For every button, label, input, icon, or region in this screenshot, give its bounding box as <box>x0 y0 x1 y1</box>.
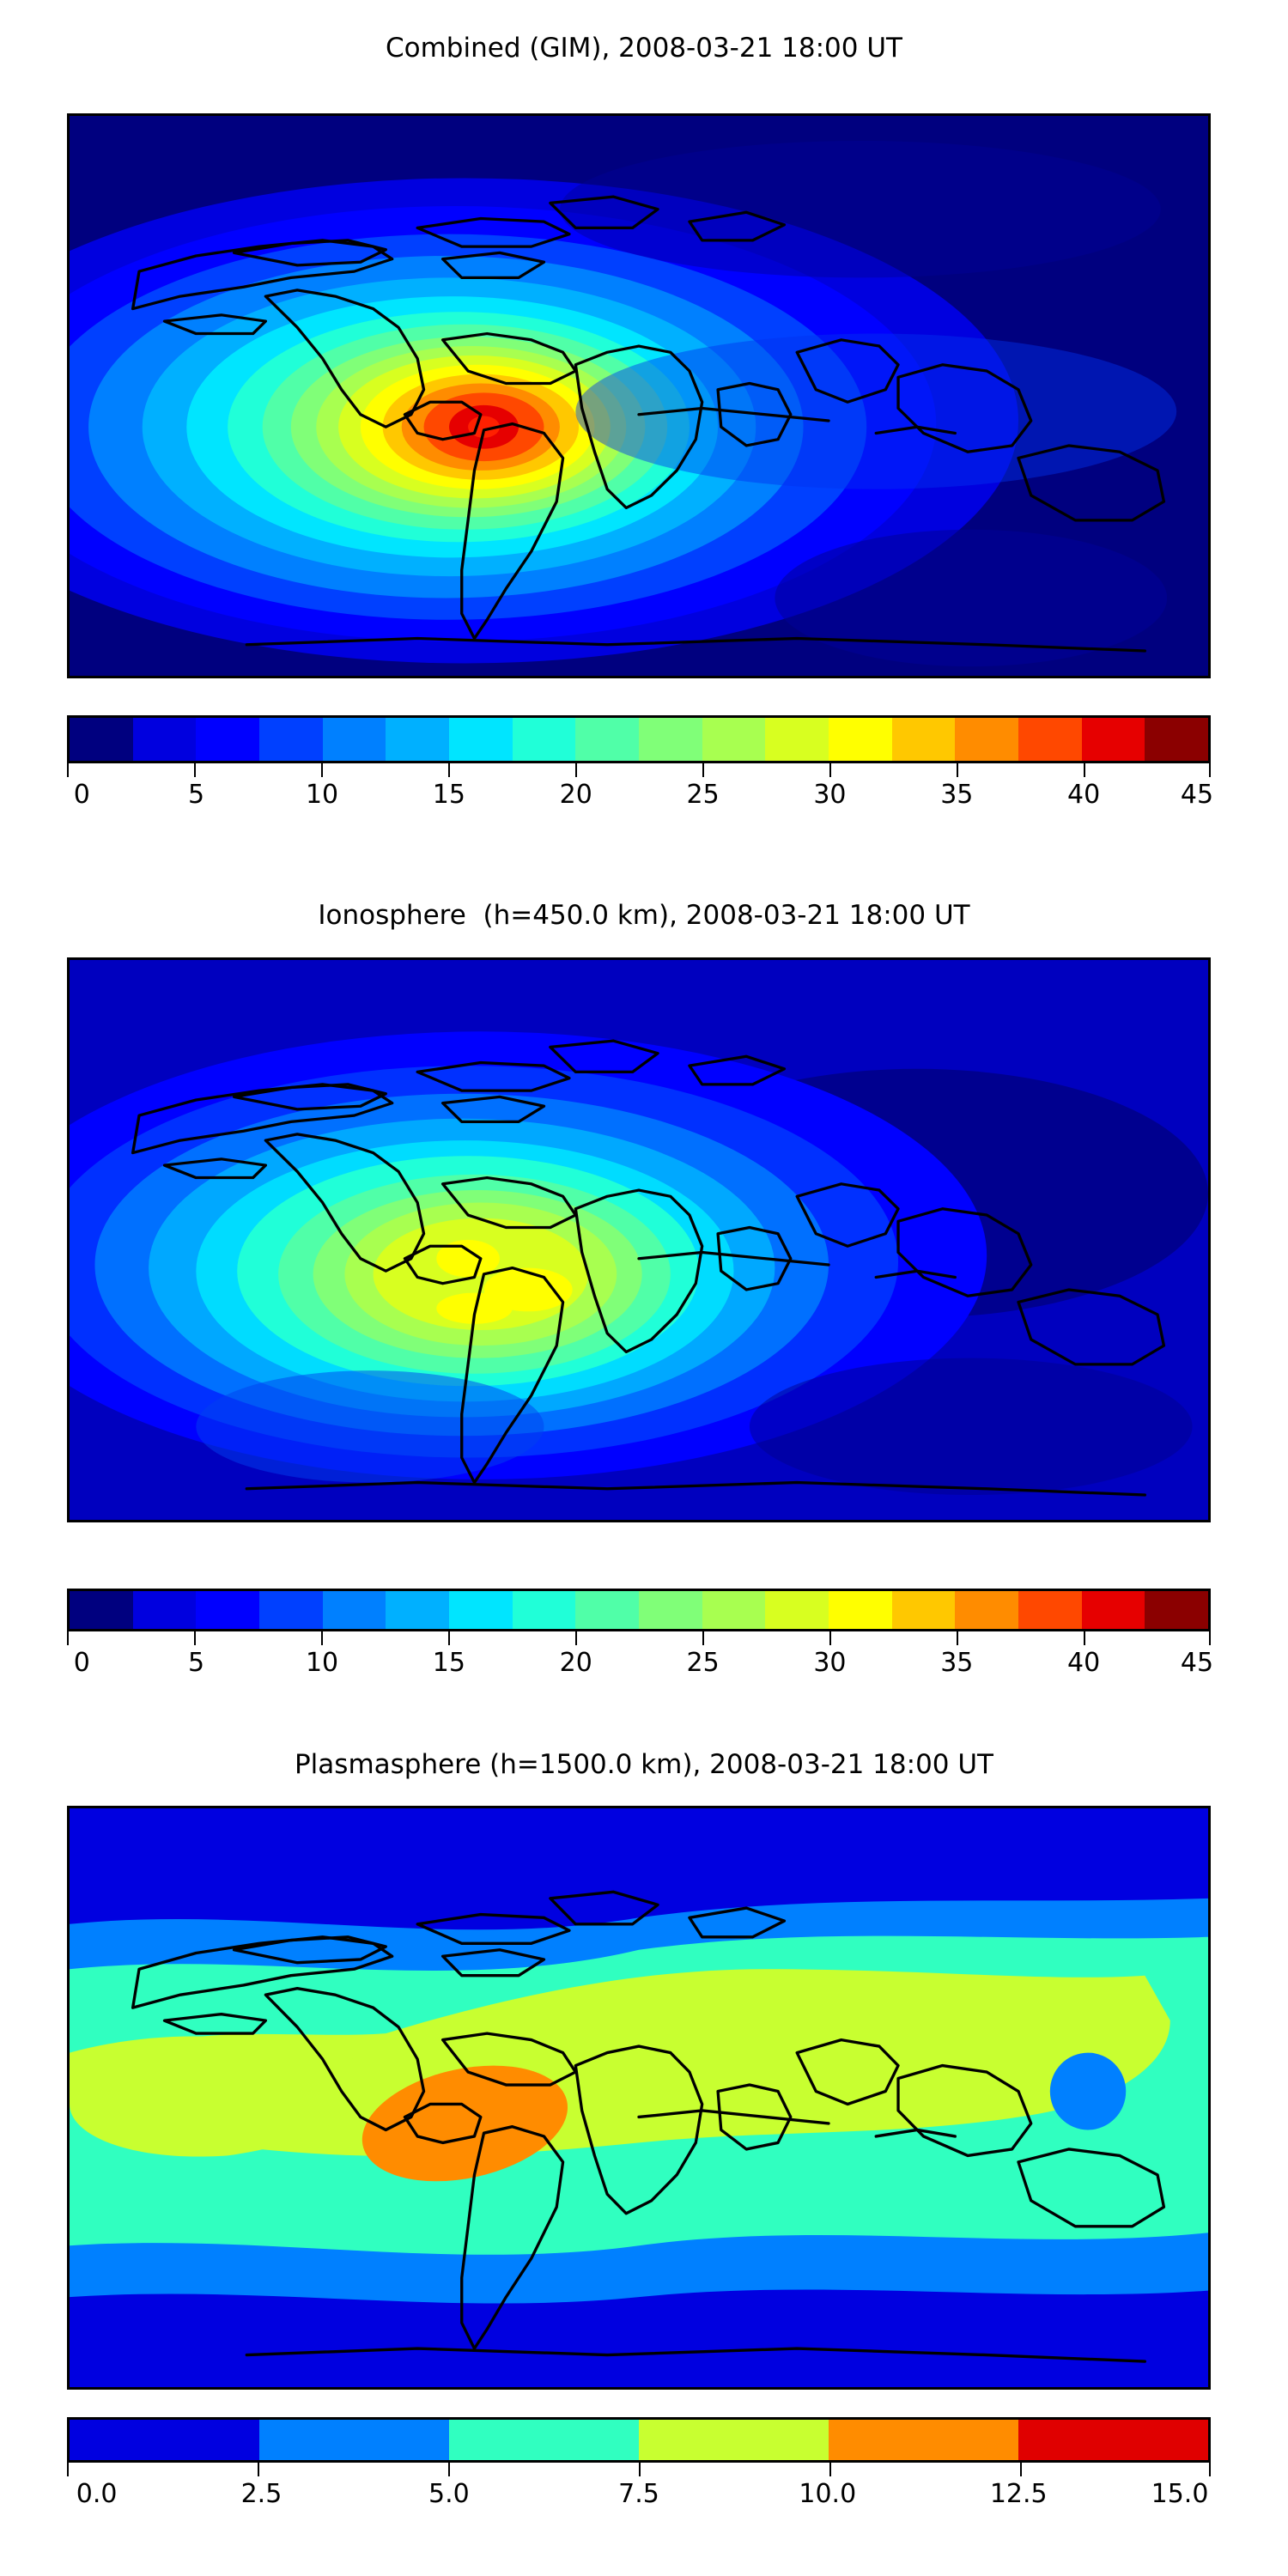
coastlines <box>131 1890 1166 2363</box>
cbar1-tick-9: 45 <box>1180 780 1214 810</box>
panel-title-combined-gim: Combined (GIM), 2008-03-21 18:00 UT <box>386 33 902 64</box>
cbar2-tick-4: 20 <box>559 1648 592 1678</box>
contour-bands-3 <box>70 1898 1208 2304</box>
cbar2-tick-9: 45 <box>1180 1648 1214 1678</box>
cbar3-tick-5: 12.5 <box>989 2479 1048 2509</box>
cbar3-tick-6: 15.0 <box>1151 2479 1209 2509</box>
panel-combined-gim: Combined (GIM), 2008-03-21 18:00 UT <box>0 0 1288 867</box>
cbar3-tick-3: 7.5 <box>618 2479 659 2509</box>
cbar3-tick-4: 10.0 <box>799 2479 857 2509</box>
cbar1-tick-6: 30 <box>813 780 847 810</box>
cbar2-tick-8: 40 <box>1067 1648 1101 1678</box>
cbar2-tick-1: 5 <box>187 1648 205 1678</box>
cbar1-tick-2: 10 <box>305 780 339 810</box>
cbar1-tick-8: 40 <box>1067 780 1101 810</box>
map-ionosphere <box>67 957 1211 1522</box>
cbar1-tick-3: 15 <box>432 780 465 810</box>
colorbar-labels-2: 0 5 10 15 20 25 30 35 40 45 <box>67 1648 1214 1686</box>
coastlines <box>131 1039 1166 1497</box>
cbar1-tick-1: 5 <box>187 780 205 810</box>
colorbar-gradient-2 <box>67 1589 1211 1631</box>
map-contours-ionosphere <box>70 960 1208 1520</box>
map-contours-combined-gim <box>70 116 1208 676</box>
map-plasmasphere <box>67 1806 1211 2390</box>
panel-plasmasphere: Plasmasphere (h=1500.0 km), 2008-03-21 1… <box>0 1735 1288 2576</box>
panel-ionosphere: Ionosphere (h=450.0 km), 2008-03-21 18:0… <box>0 867 1288 1735</box>
colorbar-combined-gim <box>67 715 1211 763</box>
colorbar-gradient-3 <box>67 2417 1211 2463</box>
colorbar-ticks-1 <box>67 763 1211 779</box>
cbar1-tick-5: 25 <box>686 780 720 810</box>
cbar2-tick-7: 35 <box>940 1648 974 1678</box>
colorbar-ticks-2 <box>67 1631 1211 1647</box>
cbar1-tick-7: 35 <box>940 780 974 810</box>
panel-title-ionosphere: Ionosphere (h=450.0 km), 2008-03-21 18:0… <box>318 900 970 931</box>
cbar2-tick-6: 30 <box>813 1648 847 1678</box>
cbar1-tick-4: 20 <box>559 780 592 810</box>
colorbar-ionosphere <box>67 1589 1211 1631</box>
cbar3-tick-1: 2.5 <box>240 2479 283 2509</box>
map-combined-gim <box>67 113 1211 678</box>
contour-bands-1 <box>70 140 1177 667</box>
cbar3-tick-0: 0.0 <box>76 2479 118 2509</box>
colorbar-gradient-1 <box>67 715 1211 763</box>
cbar2-tick-3: 15 <box>432 1648 465 1678</box>
coastlines <box>131 195 1166 653</box>
cbar2-tick-5: 25 <box>686 1648 720 1678</box>
panel-title-plasmasphere: Plasmasphere (h=1500.0 km), 2008-03-21 1… <box>294 1749 993 1780</box>
contour-bands-2 <box>70 1031 1208 1496</box>
colorbar-labels-1: 0 5 10 15 20 25 30 35 40 45 <box>67 780 1214 817</box>
cbar2-tick-2: 10 <box>305 1648 339 1678</box>
colorbar-labels-3: 0.0 2.5 5.0 7.5 10.0 12.5 15.0 <box>67 2479 1211 2517</box>
map-contours-plasmasphere <box>70 1808 1208 2387</box>
cbar3-tick-2: 5.0 <box>428 2479 470 2509</box>
colorbar-ticks-3 <box>67 2463 1211 2478</box>
cbar2-tick-0: 0 <box>73 1648 90 1678</box>
cbar1-tick-0: 0 <box>73 780 90 810</box>
colorbar-plasmasphere <box>67 2417 1211 2463</box>
